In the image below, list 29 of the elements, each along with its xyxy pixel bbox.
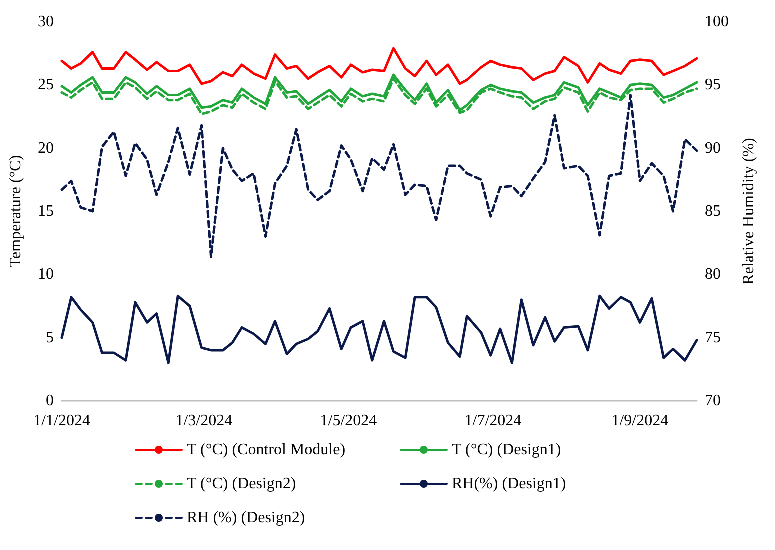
x-tick-label: 1/3/2024 xyxy=(176,412,233,430)
y-tick-label: 20 xyxy=(38,140,54,157)
line-series xyxy=(60,94,698,258)
y-tick-label: 30 xyxy=(38,14,54,30)
legend-label: T (°C) (Design2) xyxy=(187,476,296,492)
x-tick-label: 1/7/2024 xyxy=(464,412,522,430)
x-tick-label: 1/9/2024 xyxy=(612,412,669,430)
y2-tick-label: 95 xyxy=(705,76,721,94)
y-tick-label: 25 xyxy=(38,76,54,94)
legend-label: T (°C) (Control Module) xyxy=(187,442,346,458)
y2-tick-label: 75 xyxy=(705,329,721,346)
y-tick-label: 10 xyxy=(38,266,54,284)
x-tick-label: 1/5/2024 xyxy=(320,412,378,430)
y2-tick-label: 70 xyxy=(705,392,721,410)
y-tick-label: 15 xyxy=(38,203,54,220)
legend-label: RH(%) (Design1) xyxy=(452,476,566,492)
legend-label: RH (%) (Design2) xyxy=(187,510,306,526)
y2-axis-title: Relative Humidity (%) xyxy=(740,138,758,285)
y-tick-label: 0 xyxy=(46,392,54,410)
y2-tick-label: 90 xyxy=(705,140,721,157)
y2-tick-label: 85 xyxy=(705,203,721,220)
y2-tick-label: 80 xyxy=(705,266,721,284)
legend-label: T (°C) (Design1) xyxy=(452,442,562,458)
x-tick-label: 1/1/2024 xyxy=(34,412,90,430)
line-series xyxy=(60,294,698,364)
y-axis-title: Temperature (°C) xyxy=(8,155,24,268)
y2-tick-label: 100 xyxy=(705,14,729,30)
line-series xyxy=(60,47,698,86)
y-tick-label: 5 xyxy=(46,329,54,346)
